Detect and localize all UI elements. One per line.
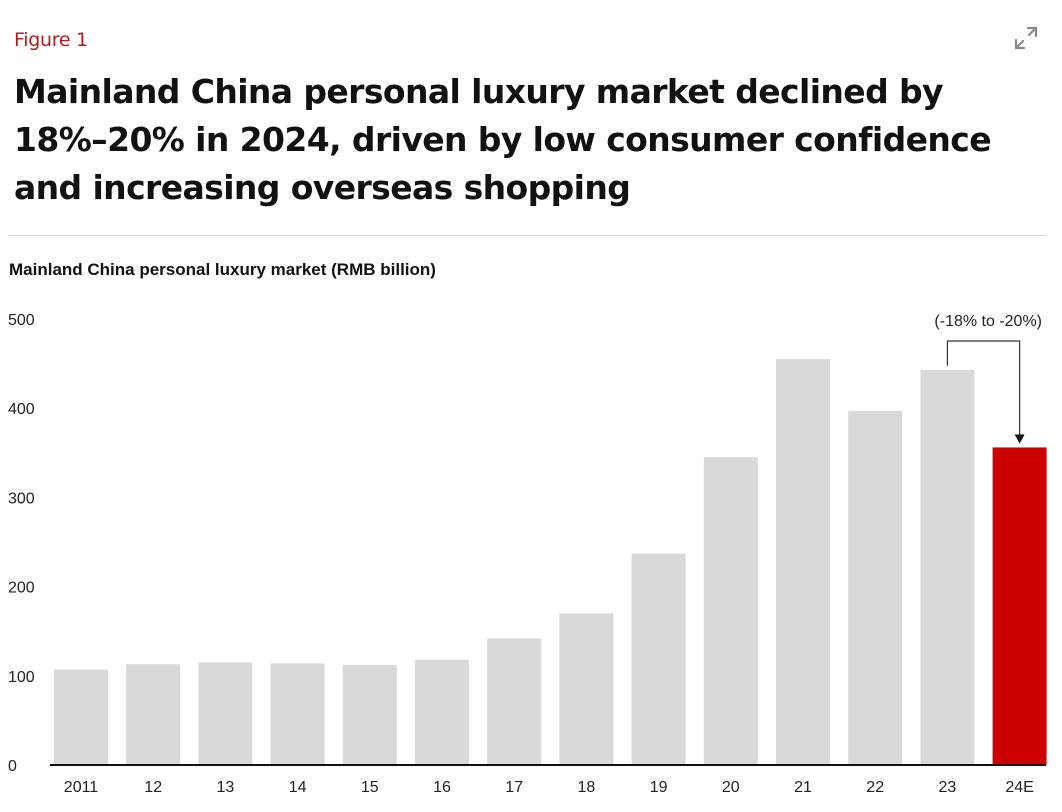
bar	[776, 359, 830, 765]
y-tick-label: 500	[8, 312, 35, 329]
x-tick-label: 21	[794, 779, 812, 796]
bar	[703, 457, 758, 765]
bar	[126, 664, 181, 765]
arrow-down-icon	[1014, 434, 1025, 444]
y-tick-label: 0	[8, 758, 17, 775]
bar	[631, 553, 686, 765]
figure-label: Figure 1	[14, 29, 88, 51]
y-tick-label: 300	[8, 490, 35, 507]
x-tick-label: 19	[650, 779, 668, 796]
bar	[342, 665, 397, 765]
bar	[54, 669, 108, 765]
x-tick-label: 2011	[64, 779, 99, 796]
change-bracket	[946, 340, 1021, 436]
x-tick-label: 17	[505, 779, 523, 796]
x-tick-label: 24E	[1005, 779, 1033, 796]
x-tick-label: 16	[433, 779, 451, 796]
expand-icon[interactable]	[1012, 24, 1040, 52]
y-tick-label: 400	[8, 401, 35, 418]
chart-title: Mainland China personal luxury market (R…	[9, 260, 436, 279]
bar	[559, 613, 614, 765]
change-annotation: (-18% to -20%)	[934, 313, 1042, 330]
bar	[487, 638, 542, 765]
bar	[415, 659, 469, 765]
x-tick-label: 13	[217, 779, 235, 796]
bar	[270, 663, 325, 765]
x-tick-label: 14	[289, 779, 307, 796]
x-tick-label: 12	[144, 779, 162, 796]
bar	[198, 662, 253, 765]
bar	[848, 410, 903, 765]
x-tick-label: 15	[361, 779, 379, 796]
divider	[8, 235, 1046, 236]
x-tick-label: 18	[578, 779, 596, 796]
y-tick-label: 100	[8, 669, 35, 686]
bar	[920, 369, 975, 765]
x-tick-label: 22	[866, 779, 884, 796]
y-tick-label: 200	[8, 580, 35, 597]
x-tick-label: 20	[722, 779, 740, 796]
headline: Mainland China personal luxury market de…	[14, 72, 992, 207]
bar-highlight	[992, 447, 1047, 765]
x-tick-label: 23	[939, 779, 957, 796]
